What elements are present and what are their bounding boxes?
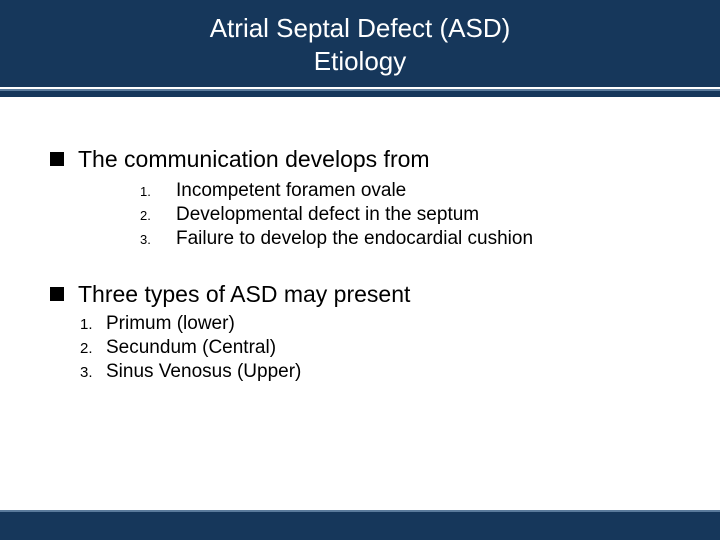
list-text: Secundum (Central) (106, 337, 276, 359)
list-text: Developmental defect in the septum (176, 204, 479, 226)
list-text: Primum (lower) (106, 313, 235, 335)
title-line-1: Atrial Septal Defect (ASD) (0, 12, 720, 45)
list-number: 2. (140, 208, 176, 223)
slide-header: Atrial Septal Defect (ASD) Etiology (0, 0, 720, 87)
list-text: Sinus Venosus (Upper) (106, 361, 301, 383)
list-number: 1. (80, 316, 106, 333)
list-number: 2. (80, 340, 106, 357)
list-item: 1. Incompetent foramen ovale (140, 180, 670, 202)
list-item: 2. Secundum (Central) (80, 337, 670, 359)
slide-content: The communication develops from 1. Incom… (0, 97, 720, 383)
square-bullet-icon (50, 152, 64, 166)
square-bullet-icon (50, 287, 64, 301)
list-item: 1. Primum (lower) (80, 313, 670, 335)
list-item: 3. Sinus Venosus (Upper) (80, 361, 670, 383)
section2-list: 1. Primum (lower) 2. Secundum (Central) … (80, 313, 670, 383)
section1-heading: The communication develops from (78, 145, 430, 174)
list-number: 3. (80, 364, 106, 381)
list-text: Failure to develop the endocardial cushi… (176, 228, 533, 250)
bullet-item: Three types of ASD may present (50, 280, 670, 309)
list-item: 3. Failure to develop the endocardial cu… (140, 228, 670, 250)
footer-bar (0, 512, 720, 540)
list-number: 1. (140, 184, 176, 199)
title-line-2: Etiology (0, 45, 720, 78)
list-text: Incompetent foramen ovale (176, 180, 406, 202)
section1-list: 1. Incompetent foramen ovale 2. Developm… (140, 180, 670, 250)
bullet-item: The communication develops from (50, 145, 670, 174)
list-number: 3. (140, 232, 176, 247)
section2-heading: Three types of ASD may present (78, 280, 410, 309)
list-item: 2. Developmental defect in the septum (140, 204, 670, 226)
